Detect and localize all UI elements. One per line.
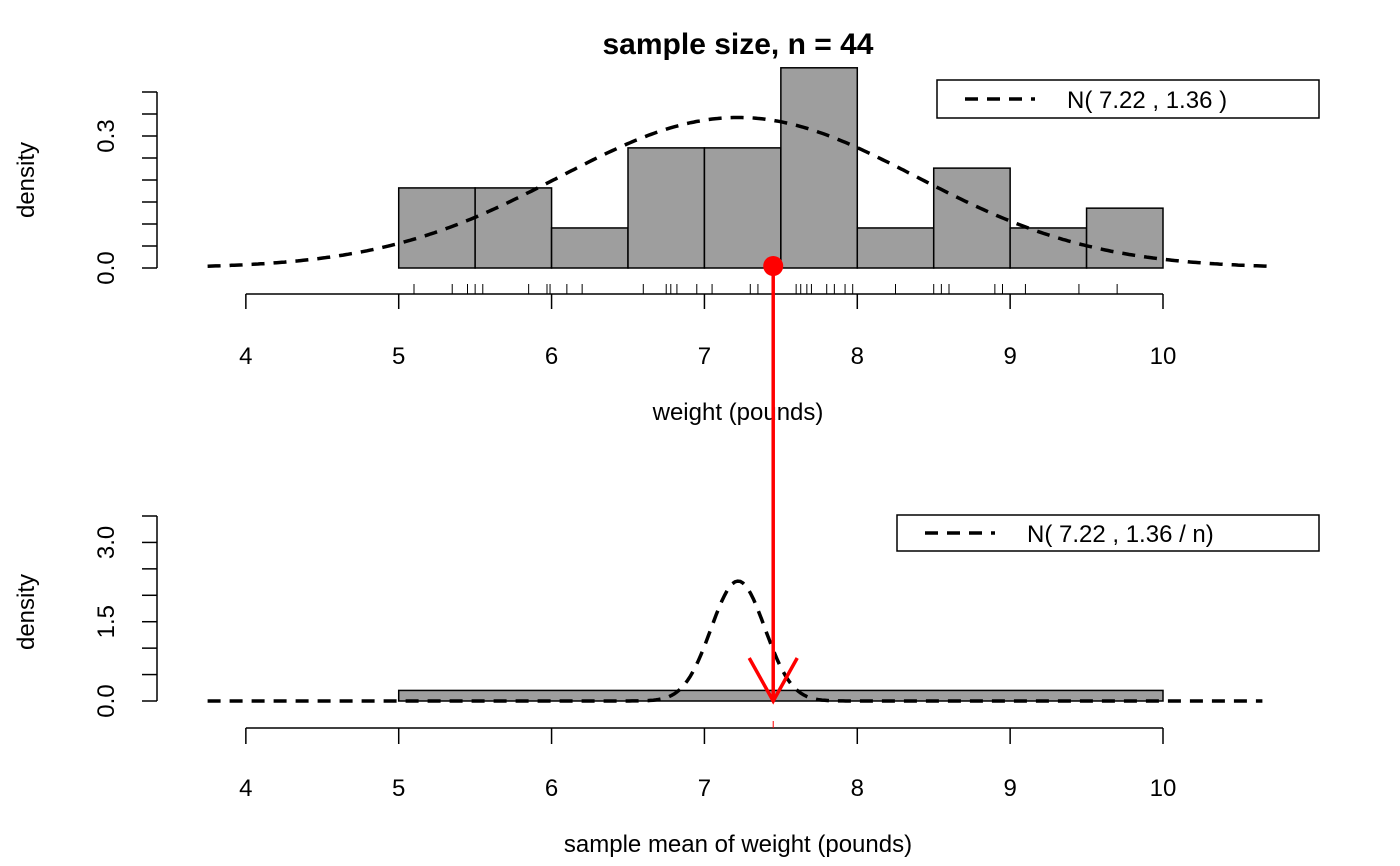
x-tick-label: 7 — [698, 775, 711, 802]
normal-density-curve — [207, 579, 1263, 703]
x-tick-label: 9 — [1003, 343, 1016, 370]
legend: N( 7.22 , 1.36 / n) — [896, 514, 1320, 552]
y-axis-label: density — [13, 142, 40, 218]
sample-mean-point — [763, 256, 784, 276]
x-axis-label: sample mean of weight (pounds) — [564, 831, 912, 858]
y-tick-label: 3.0 — [93, 526, 120, 559]
histogram-bar — [627, 147, 706, 269]
x-tick-label: 4 — [239, 343, 252, 370]
x-tick-label: 8 — [851, 343, 864, 370]
arrow-head — [747, 657, 799, 705]
x-tick-label: 4 — [239, 775, 252, 802]
bottom-panel-sampling-distribution: 0.0 1.5 3.0 4 5 6 7 8 9 10 sample mean of weight (… — [13, 514, 1320, 858]
y-axis-label: density — [13, 574, 40, 650]
legend-box — [896, 514, 1320, 552]
x-tick-label: 5 — [392, 343, 405, 370]
x-tick-label: 6 — [545, 343, 558, 370]
histogram-bar — [780, 67, 859, 269]
x-tick-label: 5 — [392, 775, 405, 802]
x-tick-label: 9 — [1003, 775, 1016, 802]
y-tick-label: 0.0 — [93, 251, 120, 284]
histogram-bar — [932, 167, 1011, 269]
y-tick-label: 0.3 — [93, 119, 120, 152]
top-panel-sample-histogram: 0.0 0.3 4 5 6 7 8 9 10 weight (pounds) density N( 7… — [13, 67, 1320, 426]
normal-density-curve — [207, 115, 1270, 268]
x-tick-label: 10 — [1150, 343, 1177, 370]
x-tick-label: 7 — [698, 343, 711, 370]
legend-label: N( 7.22 , 1.36 ) — [1067, 87, 1227, 114]
chart-title: sample size, n = 44 — [603, 28, 874, 61]
x-tick-label: 6 — [545, 775, 558, 802]
x-axis-label: weight (pounds) — [652, 399, 824, 426]
y-tick-label: 0.0 — [93, 684, 120, 717]
y-tick-label: 1.5 — [93, 605, 120, 638]
legend-label: N( 7.22 , 1.36 / n) — [1027, 521, 1214, 548]
x-tick-label: 10 — [1150, 775, 1177, 802]
legend-box — [936, 79, 1320, 119]
histogram-bar — [856, 227, 935, 269]
histogram-bar — [550, 227, 629, 269]
histogram-bar — [397, 187, 476, 269]
legend: N( 7.22 , 1.36 ) — [936, 79, 1320, 119]
x-tick-label: 8 — [851, 775, 864, 802]
histogram-bar — [703, 147, 782, 269]
sample-mean-arrow — [747, 256, 799, 705]
